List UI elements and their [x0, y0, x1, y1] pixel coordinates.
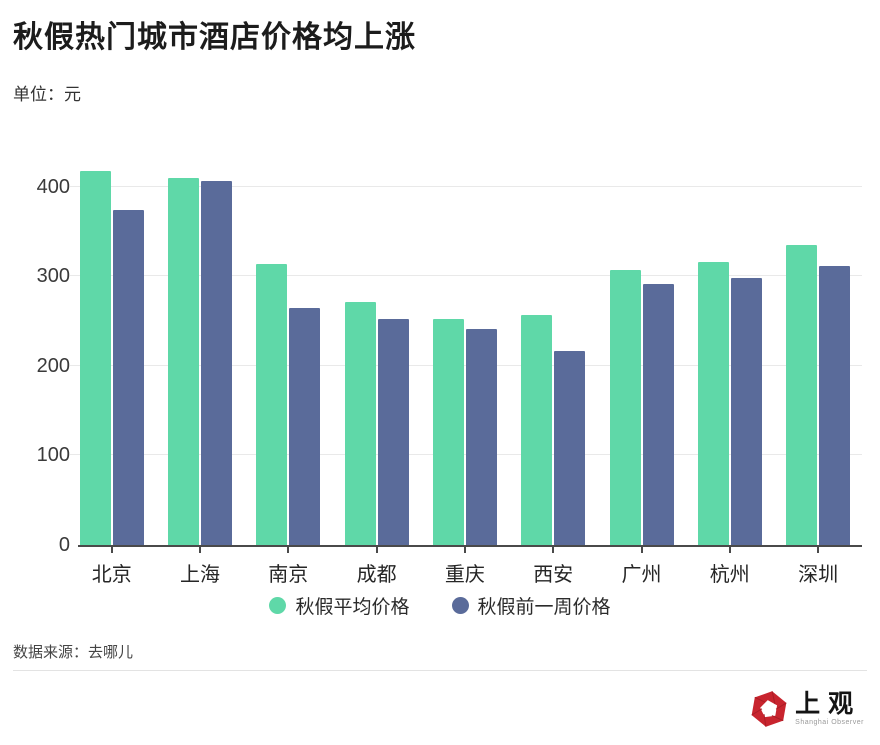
- x-axis-tick-南京: [287, 547, 290, 553]
- legend-item-2: 秋假前一周价格: [451, 592, 611, 619]
- bar-series2-杭州: [730, 278, 762, 545]
- x-axis-tick-北京: [110, 547, 113, 553]
- data-source: 数据来源：去哪儿: [13, 644, 134, 661]
- x-axis-labels: 北京 上海 南京 成都 重庆 西安 广州 杭州 深圳: [78, 547, 862, 589]
- logo-hexagon-icon: [750, 689, 788, 729]
- bar-series1-重庆: [432, 319, 464, 545]
- bar-series1-西安: [521, 314, 553, 545]
- unit-label: 单位：元: [13, 85, 81, 104]
- gridline-300: [70, 275, 862, 277]
- legend-label-2: 秋假前一周价格: [477, 597, 611, 618]
- y-tick-label-100: 100: [36, 444, 70, 467]
- bar-series1-北京: [79, 170, 111, 545]
- y-tick-label-300: 300: [36, 265, 70, 288]
- gridline-400: [70, 185, 862, 187]
- bar-series1-南京: [256, 263, 288, 545]
- legend-label-1: 秋假平均价格: [295, 597, 410, 618]
- legend-item-1: 秋假平均价格: [269, 592, 410, 619]
- bar-series1-杭州: [697, 262, 729, 545]
- bar-series2-重庆: [465, 329, 497, 545]
- logo-text-cn: 上观: [795, 691, 862, 718]
- bar-series1-上海: [168, 177, 199, 545]
- x-axis-tick-杭州: [728, 547, 731, 553]
- x-axis-tick-上海: [199, 547, 201, 553]
- x-axis-tick-广州: [640, 547, 643, 553]
- x-axis-label-深圳: 深圳: [798, 564, 839, 586]
- y-tick-label-400: 400: [36, 175, 70, 198]
- page-title: 秋假热门城市酒店价格均上涨: [13, 21, 416, 54]
- y-tick-label-0: 0: [58, 534, 70, 556]
- x-axis-label-西安: 西安: [533, 564, 574, 586]
- logo-text-en: Shanghai Observer: [795, 719, 864, 726]
- x-axis-label-北京: 北京: [91, 564, 132, 586]
- bar-series2-上海: [201, 180, 232, 545]
- bar-series2-北京: [112, 210, 144, 545]
- y-tick-label-200: 200: [36, 354, 70, 377]
- x-axis-label-杭州: 杭州: [709, 564, 750, 586]
- x-axis-tick-深圳: [817, 547, 820, 553]
- x-axis-label-重庆: 重庆: [444, 564, 485, 586]
- legend-dot-icon-1: [269, 597, 287, 614]
- y-axis-labels: 0 100 200 300 400: [0, 160, 70, 556]
- x-axis-label-成都: 成都: [356, 564, 397, 586]
- bar-series2-南京: [289, 307, 321, 545]
- legend-dot-icon-2: [451, 597, 469, 614]
- plot-area: [70, 160, 862, 547]
- shanghai-observer-logo: 上观 Shanghai Observer: [750, 689, 864, 729]
- x-axis-label-上海: 上海: [180, 564, 220, 586]
- x-axis-label-广州: 广州: [621, 564, 662, 586]
- bar-series1-深圳: [786, 245, 818, 545]
- bar-series1-成都: [344, 302, 376, 545]
- x-axis-tick-成都: [375, 547, 378, 553]
- bar-series2-广州: [642, 284, 674, 545]
- x-axis-label-南京: 南京: [268, 564, 309, 586]
- bar-series2-西安: [554, 350, 586, 545]
- chart-legend: 秋假平均价格 秋假前一周价格: [0, 592, 880, 619]
- bar-series2-成都: [377, 319, 409, 545]
- x-axis-tick-重庆: [463, 547, 466, 553]
- bar-series2-深圳: [819, 265, 851, 545]
- x-axis-tick-西安: [552, 547, 555, 553]
- bar-series1-广州: [609, 270, 641, 545]
- footer-divider: [13, 670, 867, 671]
